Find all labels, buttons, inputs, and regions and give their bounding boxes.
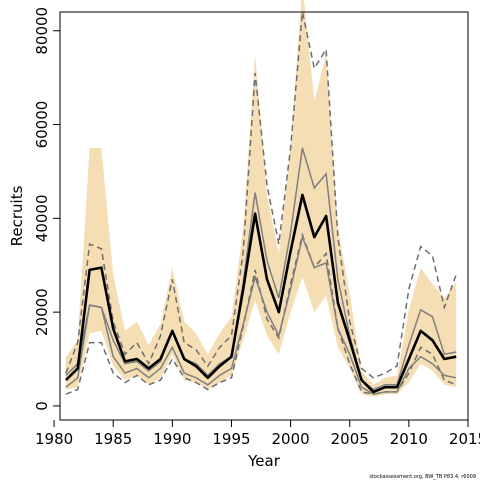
- x-tick-label: 2000: [272, 430, 310, 448]
- x-tick-label: 1980: [35, 430, 73, 448]
- y-tick-label: 40000: [33, 194, 51, 242]
- y-tick-label: 0: [33, 401, 51, 411]
- x-tick-label: 2010: [390, 430, 428, 448]
- y-tick-label: 20000: [33, 288, 51, 336]
- axes: 1980 1985 1990 1995 2000 2005 2010 2015 0 20000 40…: [33, 7, 480, 448]
- plot-area: [64, 0, 457, 397]
- footnote: stockassessment.org, BW_TB P83.4, r6009: [369, 474, 476, 480]
- x-tick-label: 1995: [212, 430, 250, 448]
- outer-upper-line: [65, 11, 457, 379]
- x-axis-title: Year: [247, 452, 281, 470]
- confidence-band: [65, 0, 457, 397]
- median-line: [64, 193, 457, 394]
- x-tick-label: 1985: [94, 430, 132, 448]
- plot-frame: [59, 11, 469, 421]
- y-tick-label: 60000: [33, 101, 51, 149]
- x-tick-label: 2005: [331, 430, 369, 448]
- inner-lower-line: [65, 234, 457, 395]
- y-axis-title: Recruits: [8, 185, 26, 246]
- x-tick-label: 1990: [153, 430, 191, 448]
- y-tick-label: 80000: [33, 7, 51, 55]
- x-tick-label: 2015: [449, 430, 480, 448]
- inner-upper-line: [65, 147, 457, 391]
